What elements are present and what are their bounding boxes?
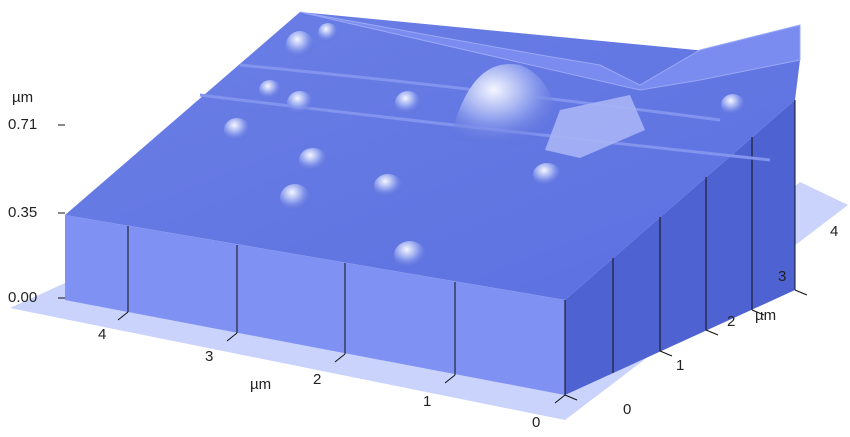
y-tick-label: 4 bbox=[830, 223, 838, 240]
y-tick-label: 2 bbox=[727, 313, 735, 330]
axis-ticks bbox=[58, 124, 808, 404]
y-tick-label: 0 bbox=[623, 401, 631, 418]
face-gridlines bbox=[127, 100, 796, 395]
z-tick-label: 0.00 bbox=[8, 289, 37, 306]
y-tick-label: 3 bbox=[778, 268, 786, 285]
front-face bbox=[65, 215, 565, 395]
z-tick-label: 0.35 bbox=[8, 204, 37, 221]
y-tick-label: 1 bbox=[676, 357, 684, 374]
x-tick-label: 4 bbox=[98, 326, 106, 343]
x-tick-label: 0 bbox=[532, 414, 540, 431]
x-tick-label: 3 bbox=[205, 348, 213, 365]
z-axis-unit: µm bbox=[12, 89, 33, 106]
x-tick-label: 1 bbox=[423, 393, 431, 410]
surface-features bbox=[199, 11, 801, 269]
z-tick-label: 0.71 bbox=[8, 116, 37, 133]
y-axis-unit: µm bbox=[755, 307, 776, 324]
x-tick-label: 2 bbox=[313, 371, 321, 388]
side-face bbox=[565, 100, 795, 395]
x-axis-unit: µm bbox=[250, 376, 271, 393]
